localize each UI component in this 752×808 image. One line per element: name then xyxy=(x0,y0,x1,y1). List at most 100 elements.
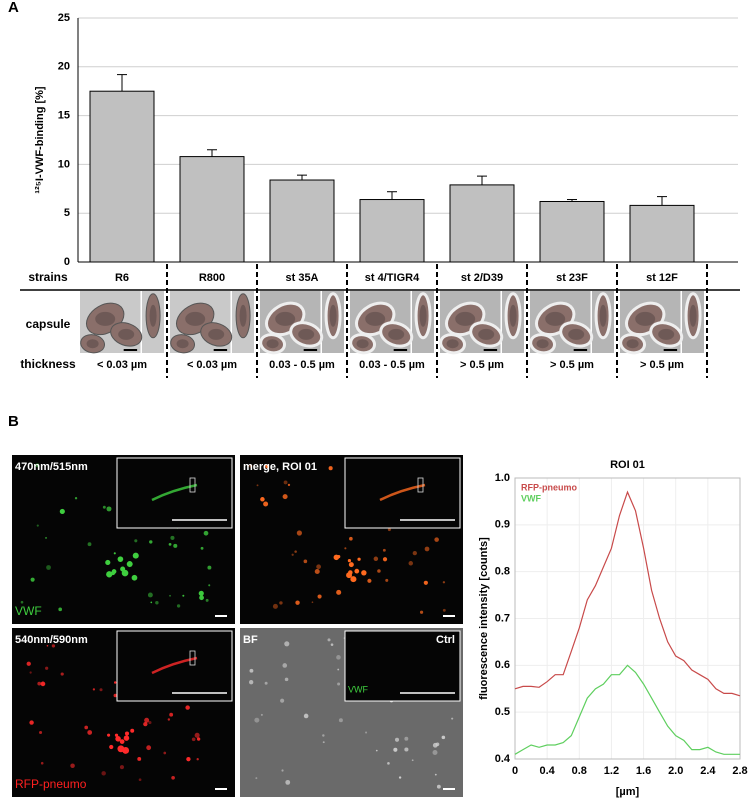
speck xyxy=(382,548,386,552)
thickness-value: > 0.5 µm xyxy=(640,359,684,371)
bar xyxy=(89,90,155,263)
x-axis-label: [µm] xyxy=(616,786,640,798)
speck xyxy=(196,758,199,761)
panel-label: A xyxy=(8,0,19,16)
speck xyxy=(59,508,65,515)
x-tick-label: 1.6 xyxy=(636,765,651,777)
row-label: strains xyxy=(28,270,68,284)
speck xyxy=(144,717,150,723)
speck xyxy=(51,644,56,648)
speck xyxy=(283,480,288,485)
legend-entry: VWF xyxy=(521,493,541,503)
capsule-image-split xyxy=(680,291,682,353)
speck xyxy=(256,484,259,487)
speck xyxy=(176,604,181,608)
inset xyxy=(344,457,461,529)
cluster xyxy=(354,568,360,574)
error-bar xyxy=(387,191,397,200)
cluster xyxy=(109,744,114,750)
cell-core xyxy=(208,328,225,340)
inset-streak xyxy=(151,656,198,675)
cell-core xyxy=(419,304,427,327)
cluster xyxy=(117,556,124,562)
speck xyxy=(330,643,334,646)
cell-core xyxy=(329,304,337,327)
speck xyxy=(328,466,333,471)
speck xyxy=(432,749,438,756)
x-tick-label: 1.2 xyxy=(604,765,619,777)
cell-core xyxy=(446,339,459,349)
capsule-image-split xyxy=(410,291,412,353)
cell-core xyxy=(626,339,639,349)
panel-label: B xyxy=(8,413,19,430)
speck xyxy=(344,547,347,550)
speck xyxy=(155,601,159,605)
cluster xyxy=(106,571,113,578)
micrograph-label: 540nm/590nm xyxy=(15,634,88,646)
error-bar xyxy=(117,74,127,92)
speck xyxy=(173,543,178,548)
speck xyxy=(423,580,428,585)
cluster xyxy=(121,569,129,577)
speck xyxy=(411,759,414,762)
speck xyxy=(287,483,291,487)
cell-core xyxy=(658,328,675,340)
speck xyxy=(92,688,96,691)
speck xyxy=(282,494,288,500)
roi-box xyxy=(189,650,196,666)
strain-label: R800 xyxy=(199,272,225,284)
y-tick-label: 25 xyxy=(58,12,70,24)
speck xyxy=(264,681,268,685)
speck xyxy=(194,732,200,738)
channel-label: VWF xyxy=(15,604,42,618)
speck xyxy=(148,720,152,725)
speck xyxy=(254,717,260,723)
inset xyxy=(116,630,233,702)
strain-label: st 4/TIGR4 xyxy=(365,272,420,284)
line-series xyxy=(514,490,741,697)
speck xyxy=(303,559,308,564)
error-bar xyxy=(567,199,577,202)
speck xyxy=(408,561,414,566)
cell-core xyxy=(275,311,296,326)
roi-box xyxy=(417,477,424,493)
speck xyxy=(200,546,204,550)
speck xyxy=(207,565,212,570)
y-tick-label: 15 xyxy=(58,110,70,122)
strain-label: st 35A xyxy=(285,272,318,284)
speck xyxy=(377,569,381,573)
cluster xyxy=(357,557,361,561)
speck xyxy=(199,595,204,601)
speck xyxy=(87,542,92,547)
speck xyxy=(434,773,437,776)
speck xyxy=(349,536,353,541)
cluster xyxy=(114,733,119,737)
speck xyxy=(169,712,174,717)
speck xyxy=(249,464,253,468)
cluster xyxy=(361,570,367,576)
y-tick-label: 20 xyxy=(58,61,70,73)
cluster xyxy=(336,555,341,559)
line-series xyxy=(514,664,740,755)
thickness-value: > 0.5 µm xyxy=(460,359,504,371)
speck xyxy=(167,718,171,721)
error-bar xyxy=(297,174,307,181)
plot-frame xyxy=(514,477,741,760)
speck xyxy=(265,464,270,469)
thickness-value: > 0.5 µm xyxy=(550,359,594,371)
speck xyxy=(338,718,343,723)
speck xyxy=(404,736,409,741)
strain-label: st 12F xyxy=(646,272,678,284)
cluster xyxy=(131,574,138,581)
speck xyxy=(196,737,201,741)
bar xyxy=(179,156,245,263)
bar xyxy=(359,199,425,263)
speck xyxy=(394,737,400,742)
speck xyxy=(149,540,153,544)
speck xyxy=(295,600,300,605)
cluster xyxy=(347,559,352,563)
speck xyxy=(442,608,446,612)
cell-core xyxy=(176,339,189,349)
speck xyxy=(169,594,171,597)
